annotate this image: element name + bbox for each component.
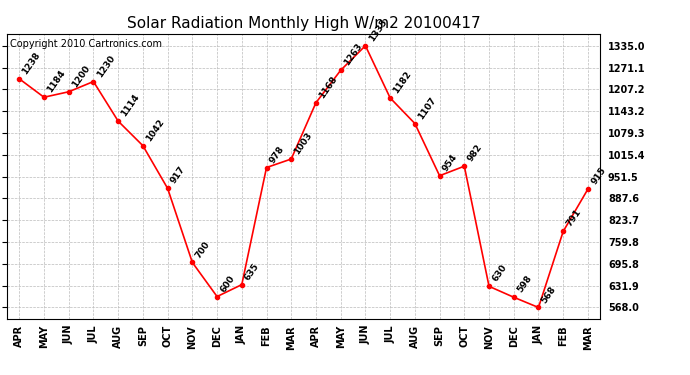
Text: 1107: 1107 xyxy=(416,95,438,121)
Text: 1335: 1335 xyxy=(367,17,388,43)
Text: 630: 630 xyxy=(491,263,509,284)
Text: 791: 791 xyxy=(564,208,583,229)
Text: 1042: 1042 xyxy=(144,117,166,143)
Text: 1200: 1200 xyxy=(70,63,92,89)
Text: 1003: 1003 xyxy=(293,131,314,156)
Text: 1238: 1238 xyxy=(21,50,42,76)
Text: 600: 600 xyxy=(219,273,237,294)
Text: 915: 915 xyxy=(589,166,607,186)
Text: 598: 598 xyxy=(515,274,533,294)
Text: 917: 917 xyxy=(169,165,187,186)
Text: 1168: 1168 xyxy=(317,74,339,100)
Text: 982: 982 xyxy=(466,143,484,164)
Text: 978: 978 xyxy=(268,144,286,165)
Title: Solar Radiation Monthly High W/m2 20100417: Solar Radiation Monthly High W/m2 201004… xyxy=(127,16,480,31)
Text: 1184: 1184 xyxy=(46,69,67,94)
Text: 1230: 1230 xyxy=(95,53,117,79)
Text: 954: 954 xyxy=(441,152,460,173)
Text: Copyright 2010 Cartronics.com: Copyright 2010 Cartronics.com xyxy=(10,39,162,50)
Text: 635: 635 xyxy=(243,261,262,282)
Text: 1182: 1182 xyxy=(391,69,413,95)
Text: 568: 568 xyxy=(540,284,558,305)
Text: 700: 700 xyxy=(194,239,212,260)
Text: 1114: 1114 xyxy=(119,93,141,118)
Text: 1263: 1263 xyxy=(342,42,364,68)
